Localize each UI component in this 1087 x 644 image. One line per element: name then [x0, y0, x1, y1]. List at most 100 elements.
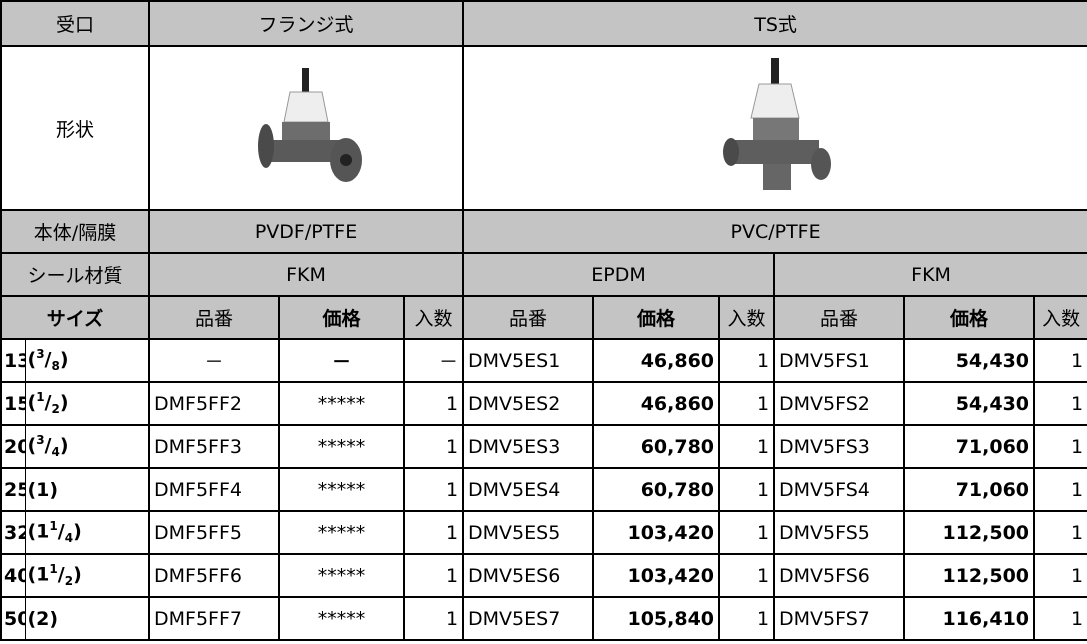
price: 54,430 — [903, 338, 1036, 383]
inch-part: 1 — [49, 519, 58, 534]
price: 54,430 — [903, 381, 1036, 426]
quantity: 1 — [718, 424, 776, 469]
price: 112,500 — [903, 510, 1036, 555]
part-number: DMV5ES2 — [462, 381, 595, 426]
quantity: 1 — [1033, 381, 1087, 426]
column-header: 入数 — [718, 295, 776, 340]
price: 60,780 — [592, 424, 721, 469]
ts-seal: FKM — [773, 252, 1087, 297]
size: 13 — [0, 338, 26, 383]
quantity: 1 — [403, 424, 465, 469]
quantity: 1 — [1033, 596, 1087, 641]
column-header: 入数 — [1033, 295, 1087, 340]
size-inch: (11/2) — [24, 553, 151, 598]
part-number: DMV5ES1 — [462, 338, 595, 383]
size-inch: (3/4) — [24, 424, 151, 469]
flange-header: フランジ式 — [148, 0, 465, 47]
inch-part: / — [57, 520, 65, 543]
part-number: DMV5ES5 — [462, 510, 595, 555]
inch-part: ) — [59, 391, 69, 414]
inch-part: (2) — [27, 607, 59, 630]
price: 71,060 — [903, 467, 1036, 512]
quantity: 1 — [403, 467, 465, 512]
seal-header: シール材質 — [0, 252, 151, 297]
inch-part: 1 — [49, 562, 58, 577]
column-header: 価格 — [278, 295, 406, 340]
size: 50 — [0, 596, 26, 641]
inch-part: ) — [73, 520, 82, 543]
column-header: 入数 — [403, 295, 465, 340]
inch-part: / — [44, 348, 52, 371]
flange-body: PVDF/PTFE — [148, 209, 465, 254]
quantity: 1 — [1033, 553, 1087, 598]
quantity: 1 — [1033, 467, 1087, 512]
ts-body: PVC/PTFE — [462, 209, 1087, 254]
inch-part: 1 — [36, 390, 45, 405]
size-inch: (1) — [24, 467, 151, 512]
inch-part: 3 — [36, 433, 45, 448]
price: ***** — [278, 510, 406, 555]
size: 40 — [0, 553, 26, 598]
inlet-header: 受口 — [0, 0, 151, 47]
quantity: 1 — [718, 553, 776, 598]
inch-part: (1) — [27, 478, 59, 501]
inch-part: (1 — [27, 563, 50, 586]
inch-part: ) — [59, 348, 69, 371]
part-number: DMV5FS7 — [773, 596, 906, 641]
part-number: DMF5FF5 — [148, 510, 281, 555]
quantity: 1 — [403, 596, 465, 641]
ts-seal: EPDM — [462, 252, 776, 297]
part-number: DMF5FF2 — [148, 381, 281, 426]
part-number: DMV5ES7 — [462, 596, 595, 641]
size: 25 — [0, 467, 26, 512]
inch-part: 4 — [64, 531, 74, 546]
price: 105,840 — [592, 596, 721, 641]
inch-part: 2 — [51, 402, 60, 417]
column-header: 価格 — [592, 295, 721, 340]
inch-part: 8 — [51, 359, 60, 374]
part-number: DMV5ES6 — [462, 553, 595, 598]
inch-part: 4 — [51, 445, 60, 460]
price: － — [278, 338, 406, 383]
size: 32 — [0, 510, 26, 555]
price: 71,060 — [903, 424, 1036, 469]
ts-header: TS式 — [462, 0, 1087, 47]
column-header: 品番 — [148, 295, 281, 340]
body-header: 本体/隔膜 — [0, 209, 151, 254]
data-row: 50(2)DMF5FF7*****1DMV5ES7105,8401DMV5FS7… — [0, 596, 1087, 641]
price: ***** — [278, 467, 406, 512]
inch-part: ( — [27, 434, 37, 457]
data-row: 15(1/2)DMF5FF2*****1DMV5ES246,8601DMV5FS… — [0, 381, 1087, 426]
part-number: DMV5FS4 — [773, 467, 906, 512]
part-number: － — [148, 338, 281, 383]
inch-part: ( — [27, 391, 37, 414]
quantity: 1 — [1033, 424, 1087, 469]
column-header: 品番 — [462, 295, 595, 340]
data-row: 25(1)DMF5FF4*****1DMV5ES460,7801DMV5FS47… — [0, 467, 1087, 512]
inch-part: (1 — [27, 520, 50, 543]
ts-valve-image — [722, 57, 831, 190]
size: 20 — [0, 424, 26, 469]
price: 46,860 — [592, 338, 721, 383]
part-number: DMV5FS5 — [773, 510, 906, 555]
size-inch: (2) — [24, 596, 151, 641]
quantity: 1 — [718, 338, 776, 383]
price: 103,420 — [592, 553, 721, 598]
inch-part: ( — [27, 348, 37, 371]
inch-part: / — [44, 391, 52, 414]
quantity: － — [403, 338, 465, 383]
quantity: 1 — [718, 467, 776, 512]
size: 15 — [0, 381, 26, 426]
flange-valve-image — [258, 67, 363, 182]
quantity: 1 — [718, 381, 776, 426]
inch-part: ) — [59, 434, 69, 457]
inch-part: / — [44, 434, 52, 457]
size-inch: (11/4) — [24, 510, 151, 555]
flange-seal: FKM — [148, 252, 465, 297]
inch-part: 2 — [64, 574, 74, 589]
quantity: 1 — [403, 510, 465, 555]
price: 116,410 — [903, 596, 1036, 641]
price: ***** — [278, 596, 406, 641]
